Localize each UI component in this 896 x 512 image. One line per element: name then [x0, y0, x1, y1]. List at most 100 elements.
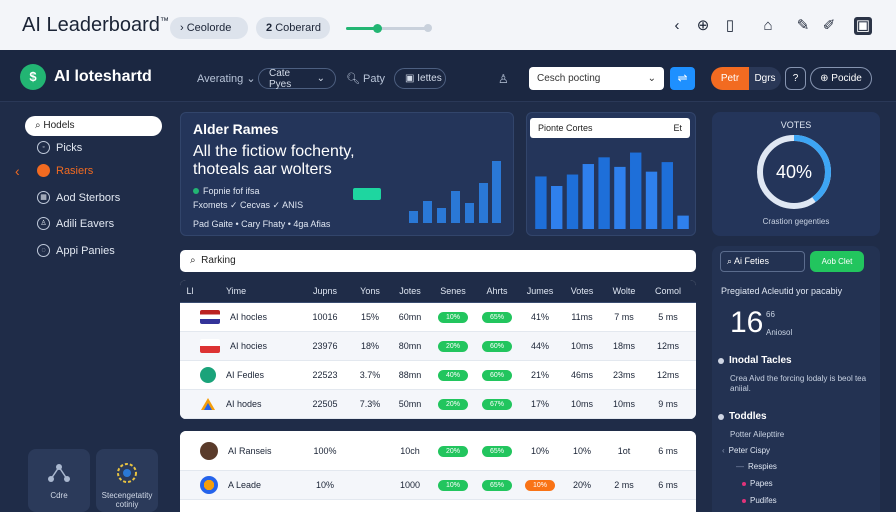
- status-badge: 60%: [482, 370, 512, 381]
- mini-bar: [437, 208, 446, 223]
- status-badge: 10%: [525, 480, 555, 491]
- breadcrumb-pill-2[interactable]: 2 Coberard: [256, 17, 330, 39]
- section-text-1: Crea Aivd the forcing lodaly is beol tea…: [730, 374, 867, 393]
- hero-card: Alder Rames All the fictiow fochenty, th…: [180, 112, 514, 236]
- chart-bar: [582, 164, 594, 229]
- pen-icon[interactable]: ✎: [796, 17, 810, 34]
- mini-bar: [451, 191, 460, 223]
- status-badge: 65%: [482, 312, 512, 323]
- chevron-left-icon[interactable]: ‹: [15, 163, 20, 179]
- hero-title: Alder Rames: [193, 121, 279, 137]
- chevron-down-icon: ⌄: [647, 73, 656, 84]
- col-header[interactable]: Jumes: [526, 286, 554, 296]
- nav-cate-pyes[interactable]: Cate Pyes ⌄: [258, 68, 336, 90]
- list-item[interactable]: Papes: [742, 479, 773, 488]
- col-header[interactable]: Ll: [186, 286, 194, 296]
- sidebar-item-adili-eavers[interactable]: ♙ Adili Eavers: [37, 217, 114, 230]
- user-icon[interactable]: ♙: [498, 72, 509, 86]
- col-header[interactable]: Yons: [360, 286, 380, 296]
- table-row[interactable]: AI Fedles 22523 3.7% 88mn 40% 60% 21% 46ms 2…: [180, 361, 696, 390]
- flag-icon: [200, 339, 220, 353]
- chart-bar: [566, 174, 579, 229]
- col-header[interactable]: Wolte: [612, 286, 636, 296]
- chart-card: Pionte Cortes Et: [526, 112, 696, 236]
- chart-bar: [535, 176, 547, 229]
- search-submit-button[interactable]: ⇌: [670, 67, 695, 90]
- table-row[interactable]: AI Ranseis 100% 10ch 20% 65% 10% 10% 1ot 6 m…: [180, 431, 696, 471]
- hero-tag: [353, 188, 381, 200]
- sidebar-item-rasiers[interactable]: Rasiers: [37, 164, 93, 177]
- section-heading-1: Inodal Tacles: [718, 355, 792, 366]
- panel-subtitle: Pregiated Acleutid yor pacabiy: [721, 286, 843, 296]
- table-row[interactable]: A Leade 10% 1000 10% 65% 10% 20% 2 ms 6 ms: [180, 471, 696, 500]
- slider-knob[interactable]: [373, 24, 383, 33]
- table-row[interactable]: AI hodes 22505 7.3% 50mn 20% 67% 17% 10ms 10…: [180, 390, 696, 419]
- gauge-value: 40%: [776, 162, 812, 182]
- back-icon[interactable]: ‹: [674, 17, 680, 34]
- help-button[interactable]: ?: [785, 67, 806, 90]
- hero-headline: All the fictiow fochenty, thoteals aar w…: [193, 143, 355, 178]
- status-badge: 40%: [438, 370, 468, 381]
- votes-gauge-card: VOTES 40% Crastion gegenties: [712, 112, 880, 236]
- circle-icon: ◦: [37, 141, 50, 154]
- col-header[interactable]: Jotes: [399, 286, 421, 296]
- col-header[interactable]: Jupns: [312, 286, 338, 296]
- chart-bar: [630, 152, 642, 229]
- status-badge: 65%: [482, 480, 512, 491]
- tile-cdre[interactable]: Cdre: [28, 449, 90, 512]
- bar-chart: [535, 152, 689, 229]
- table-row[interactable]: AI hocles 10016 15% 60mn 10% 65% 41% 11ms 7 …: [180, 303, 696, 332]
- col-header[interactable]: Comol: [654, 286, 681, 296]
- flag-icon: [200, 310, 220, 324]
- person-icon: ♙: [37, 217, 50, 230]
- status-badge: 60%: [482, 341, 512, 352]
- chart-caption: Pionte Cortes Et: [530, 118, 690, 138]
- search-input[interactable]: Cesch pocting ⌄: [529, 67, 664, 90]
- status-badge: 10%: [438, 312, 468, 323]
- mini-bar: [479, 183, 488, 223]
- table-row[interactable]: AI hocies 23976 18% 80mn 20% 60% 44% 10ms 18…: [180, 332, 696, 361]
- list-item[interactable]: Pudifes: [742, 496, 777, 505]
- status-dot: [193, 188, 199, 194]
- breadcrumb-pill-1[interactable]: › Ceolorde: [170, 17, 248, 39]
- list-item[interactable]: ‹ Peter Cispy: [722, 446, 771, 455]
- petr-button[interactable]: Petr: [711, 67, 749, 90]
- big-metric: 16: [730, 306, 764, 339]
- ranking-search[interactable]: ⌕ Rarking: [180, 250, 696, 272]
- col-header[interactable]: Yime: [226, 286, 247, 296]
- sidebar-item-appi-panies[interactable]: ◌ Appi Panies: [37, 244, 115, 257]
- globe-icon[interactable]: ⊕: [696, 17, 710, 34]
- progress-slider[interactable]: [346, 24, 428, 33]
- nav-averating[interactable]: Averating ⌄: [197, 73, 256, 85]
- mini-bar: [423, 201, 432, 223]
- nav-iettes[interactable]: ▣ Iettes: [394, 68, 446, 89]
- dgrs-button[interactable]: Dgrs: [749, 67, 781, 90]
- col-header[interactable]: Senes: [440, 286, 466, 296]
- nav-paty[interactable]: 🔍︎ Paty: [346, 73, 386, 85]
- table-header: Ll Yime Jupns Yons Jotes Senes Ahrts Jum…: [180, 280, 696, 303]
- edit-icon[interactable]: ✐: [822, 17, 836, 34]
- home-icon[interactable]: ⌂: [763, 17, 773, 34]
- slider-end: [424, 24, 432, 32]
- ai-feties-button[interactable]: ⌕ Ai Feties: [720, 251, 805, 272]
- chart-bar: [614, 166, 626, 229]
- status-badge: 20%: [438, 445, 468, 457]
- app-title: AI Leaderboard™: [22, 14, 169, 36]
- profile-icon[interactable]: ▣: [854, 17, 872, 35]
- hero-mini-chart: [409, 161, 501, 223]
- tile-stecengetatity[interactable]: Stecengetatity cotiniy: [96, 449, 158, 512]
- section-heading-2: Toddles: [718, 411, 767, 422]
- sidebar-item-aod-sterbors[interactable]: ▦ Aod Sterbors: [37, 191, 120, 204]
- gear-icon: [117, 463, 137, 483]
- sidebar-item-picks[interactable]: ◦ Picks: [37, 141, 82, 154]
- document-icon[interactable]: ▯: [725, 17, 735, 34]
- sidebar-search[interactable]: ⌕ Hodels: [25, 116, 162, 136]
- search-icon: ⌕: [35, 120, 41, 131]
- col-header[interactable]: Ahrts: [486, 286, 508, 296]
- pocide-button[interactable]: ⊕ Pocide: [810, 67, 872, 90]
- aob-clet-button[interactable]: Aob Clet: [810, 251, 864, 272]
- col-header[interactable]: Votes: [570, 286, 594, 296]
- list-item[interactable]: — Respies: [736, 462, 777, 471]
- hero-line-2: Fxomets ✓ Cecvas ✓ ANIS: [193, 200, 304, 210]
- big-metric-unit: 66: [766, 310, 775, 319]
